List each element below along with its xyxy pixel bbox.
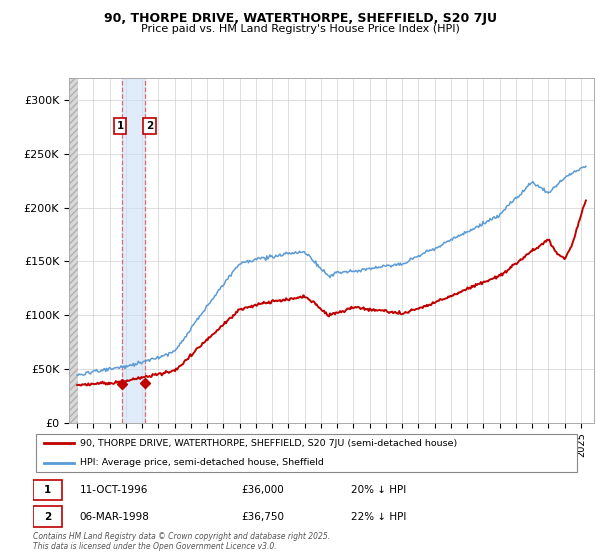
FancyBboxPatch shape	[33, 506, 62, 526]
Text: £36,750: £36,750	[242, 511, 284, 521]
FancyBboxPatch shape	[33, 480, 62, 501]
FancyBboxPatch shape	[36, 435, 577, 472]
Text: 90, THORPE DRIVE, WATERTHORPE, SHEFFIELD, S20 7JU: 90, THORPE DRIVE, WATERTHORPE, SHEFFIELD…	[104, 12, 497, 25]
Text: £36,000: £36,000	[242, 486, 284, 496]
Text: 2: 2	[146, 121, 153, 131]
Text: Price paid vs. HM Land Registry's House Price Index (HPI): Price paid vs. HM Land Registry's House …	[140, 24, 460, 34]
Text: 22% ↓ HPI: 22% ↓ HPI	[352, 511, 407, 521]
Text: 2: 2	[44, 511, 51, 521]
Bar	[69, 78, 78, 423]
Bar	[122, 78, 145, 423]
Text: 11-OCT-1996: 11-OCT-1996	[80, 486, 148, 496]
Text: 1: 1	[44, 486, 51, 496]
Text: Contains HM Land Registry data © Crown copyright and database right 2025.
This d: Contains HM Land Registry data © Crown c…	[33, 532, 330, 552]
Text: 06-MAR-1998: 06-MAR-1998	[80, 511, 149, 521]
Text: HPI: Average price, semi-detached house, Sheffield: HPI: Average price, semi-detached house,…	[80, 458, 323, 467]
Text: 90, THORPE DRIVE, WATERTHORPE, SHEFFIELD, S20 7JU (semi-detached house): 90, THORPE DRIVE, WATERTHORPE, SHEFFIELD…	[80, 439, 457, 448]
Text: 20% ↓ HPI: 20% ↓ HPI	[352, 486, 407, 496]
Text: 1: 1	[116, 121, 124, 131]
